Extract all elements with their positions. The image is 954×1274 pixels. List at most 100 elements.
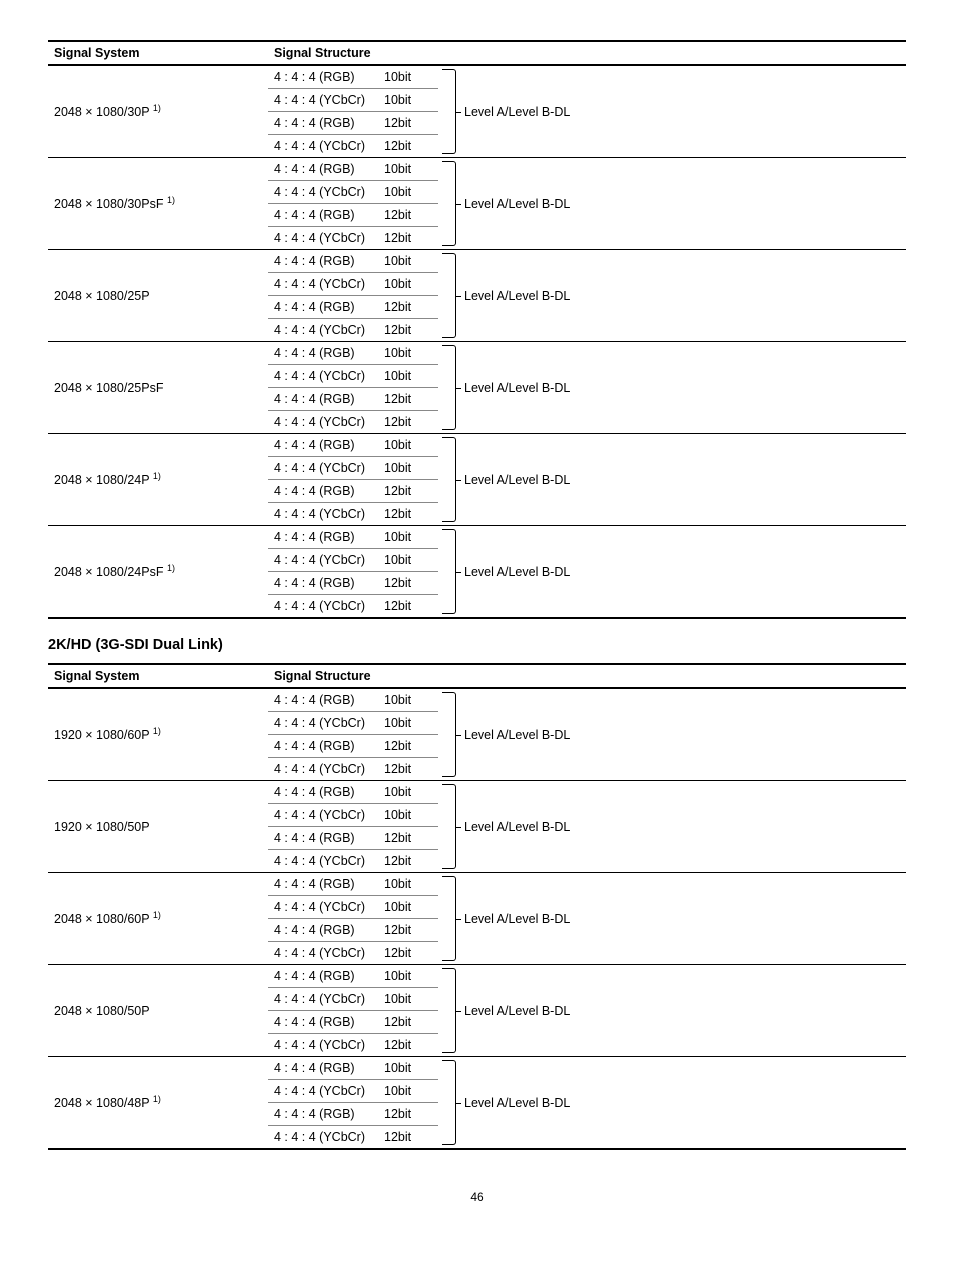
structure-cell: 4 : 4 : 4 (RGB) xyxy=(268,296,378,319)
signal-system-cell: 2048 × 1080/25PsF xyxy=(48,342,268,434)
bit-depth-cell: 12bit xyxy=(378,850,438,873)
bit-depth-cell: 10bit xyxy=(378,896,438,919)
signal-system-cell: 1920 × 1080/60P 1) xyxy=(48,688,268,781)
bit-depth-cell: 12bit xyxy=(378,1011,438,1034)
bit-depth-cell: 12bit xyxy=(378,135,438,158)
structure-cell: 4 : 4 : 4 (YCbCr) xyxy=(268,319,378,342)
structure-cell: 4 : 4 : 4 (RGB) xyxy=(268,434,378,457)
level-cell: Level A/Level B-DL xyxy=(438,158,906,250)
footnote-marker: 1) xyxy=(153,910,161,920)
level-text: Level A/Level B-DL xyxy=(464,197,570,211)
bit-depth-cell: 10bit xyxy=(378,365,438,388)
bracket-icon xyxy=(442,692,456,777)
header-signal-structure: Signal Structure xyxy=(268,41,906,65)
table-row: 1920 × 1080/60P 1)4 : 4 : 4 (RGB)10bit L… xyxy=(48,688,906,712)
table-row: 2048 × 1080/24PsF 1)4 : 4 : 4 (RGB)10bit… xyxy=(48,526,906,549)
bit-depth-cell: 10bit xyxy=(378,89,438,112)
footnote-marker: 1) xyxy=(153,471,161,481)
structure-cell: 4 : 4 : 4 (YCbCr) xyxy=(268,549,378,572)
level-cell: Level A/Level B-DL xyxy=(438,688,906,781)
structure-cell: 4 : 4 : 4 (RGB) xyxy=(268,735,378,758)
structure-cell: 4 : 4 : 4 (RGB) xyxy=(268,688,378,712)
structure-cell: 4 : 4 : 4 (YCbCr) xyxy=(268,1126,378,1150)
bracket-icon xyxy=(442,253,456,338)
structure-cell: 4 : 4 : 4 (RGB) xyxy=(268,480,378,503)
bit-depth-cell: 10bit xyxy=(378,342,438,365)
bit-depth-cell: 10bit xyxy=(378,1057,438,1080)
signal-table-2: Signal System Signal Structure 1920 × 10… xyxy=(48,663,906,1150)
structure-cell: 4 : 4 : 4 (YCbCr) xyxy=(268,227,378,250)
bit-depth-cell: 10bit xyxy=(378,712,438,735)
structure-cell: 4 : 4 : 4 (RGB) xyxy=(268,1011,378,1034)
bracket-icon xyxy=(442,968,456,1053)
footnote-marker: 1) xyxy=(153,726,161,736)
signal-system-cell: 1920 × 1080/50P xyxy=(48,781,268,873)
bit-depth-cell: 10bit xyxy=(378,873,438,896)
header-signal-system: Signal System xyxy=(48,41,268,65)
structure-cell: 4 : 4 : 4 (YCbCr) xyxy=(268,135,378,158)
table-row: 2048 × 1080/30PsF 1)4 : 4 : 4 (RGB)10bit… xyxy=(48,158,906,181)
structure-cell: 4 : 4 : 4 (YCbCr) xyxy=(268,457,378,480)
structure-cell: 4 : 4 : 4 (YCbCr) xyxy=(268,988,378,1011)
signal-system-cell: 2048 × 1080/24P 1) xyxy=(48,434,268,526)
structure-cell: 4 : 4 : 4 (RGB) xyxy=(268,1057,378,1080)
level-text: Level A/Level B-DL xyxy=(464,728,570,742)
table-row: 1920 × 1080/50P4 : 4 : 4 (RGB)10bit Leve… xyxy=(48,781,906,804)
structure-cell: 4 : 4 : 4 (RGB) xyxy=(268,965,378,988)
bit-depth-cell: 10bit xyxy=(378,65,438,89)
table-row: 2048 × 1080/48P 1)4 : 4 : 4 (RGB)10bit L… xyxy=(48,1057,906,1080)
table-row: 2048 × 1080/60P 1)4 : 4 : 4 (RGB)10bit L… xyxy=(48,873,906,896)
section-heading: 2K/HD (3G-SDI Dual Link) xyxy=(48,637,906,653)
structure-cell: 4 : 4 : 4 (RGB) xyxy=(268,204,378,227)
structure-cell: 4 : 4 : 4 (YCbCr) xyxy=(268,758,378,781)
bit-depth-cell: 10bit xyxy=(378,457,438,480)
level-text: Level A/Level B-DL xyxy=(464,105,570,119)
bit-depth-cell: 10bit xyxy=(378,781,438,804)
level-text: Level A/Level B-DL xyxy=(464,289,570,303)
table-header-row: Signal System Signal Structure xyxy=(48,664,906,688)
structure-cell: 4 : 4 : 4 (YCbCr) xyxy=(268,411,378,434)
structure-cell: 4 : 4 : 4 (RGB) xyxy=(268,919,378,942)
structure-cell: 4 : 4 : 4 (YCbCr) xyxy=(268,89,378,112)
structure-cell: 4 : 4 : 4 (YCbCr) xyxy=(268,365,378,388)
bit-depth-cell: 10bit xyxy=(378,434,438,457)
structure-cell: 4 : 4 : 4 (RGB) xyxy=(268,250,378,273)
bit-depth-cell: 10bit xyxy=(378,181,438,204)
bit-depth-cell: 12bit xyxy=(378,1103,438,1126)
bit-depth-cell: 10bit xyxy=(378,250,438,273)
level-cell: Level A/Level B-DL xyxy=(438,873,906,965)
table-row: 2048 × 1080/30P 1)4 : 4 : 4 (RGB)10bit L… xyxy=(48,65,906,89)
bit-depth-cell: 12bit xyxy=(378,827,438,850)
bit-depth-cell: 12bit xyxy=(378,919,438,942)
structure-cell: 4 : 4 : 4 (RGB) xyxy=(268,388,378,411)
bracket-icon xyxy=(442,69,456,154)
footnote-marker: 1) xyxy=(153,1094,161,1104)
level-cell: Level A/Level B-DL xyxy=(438,526,906,619)
bit-depth-cell: 10bit xyxy=(378,804,438,827)
footnote-marker: 1) xyxy=(167,563,175,573)
bracket-icon xyxy=(442,345,456,430)
level-text: Level A/Level B-DL xyxy=(464,381,570,395)
structure-cell: 4 : 4 : 4 (RGB) xyxy=(268,158,378,181)
structure-cell: 4 : 4 : 4 (RGB) xyxy=(268,342,378,365)
bracket-icon xyxy=(442,437,456,522)
level-cell: Level A/Level B-DL xyxy=(438,250,906,342)
bit-depth-cell: 12bit xyxy=(378,735,438,758)
header-signal-system: Signal System xyxy=(48,664,268,688)
bit-depth-cell: 10bit xyxy=(378,158,438,181)
footnote-marker: 1) xyxy=(153,103,161,113)
table-row: 2048 × 1080/25PsF4 : 4 : 4 (RGB)10bit Le… xyxy=(48,342,906,365)
signal-system-cell: 2048 × 1080/50P xyxy=(48,965,268,1057)
bit-depth-cell: 12bit xyxy=(378,572,438,595)
structure-cell: 4 : 4 : 4 (YCbCr) xyxy=(268,181,378,204)
structure-cell: 4 : 4 : 4 (YCbCr) xyxy=(268,942,378,965)
level-text: Level A/Level B-DL xyxy=(464,912,570,926)
structure-cell: 4 : 4 : 4 (RGB) xyxy=(268,1103,378,1126)
signal-system-cell: 2048 × 1080/60P 1) xyxy=(48,873,268,965)
bit-depth-cell: 12bit xyxy=(378,227,438,250)
bit-depth-cell: 12bit xyxy=(378,595,438,619)
signal-system-cell: 2048 × 1080/48P 1) xyxy=(48,1057,268,1150)
structure-cell: 4 : 4 : 4 (YCbCr) xyxy=(268,595,378,619)
bit-depth-cell: 12bit xyxy=(378,942,438,965)
bracket-icon xyxy=(442,161,456,246)
